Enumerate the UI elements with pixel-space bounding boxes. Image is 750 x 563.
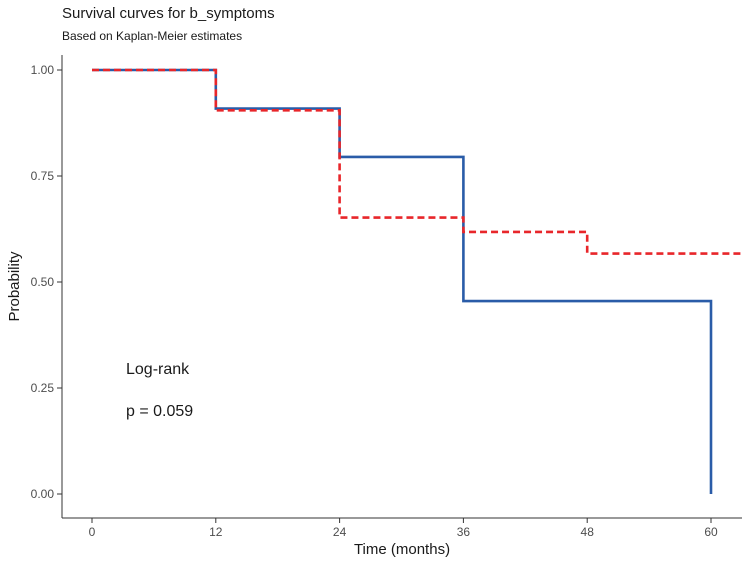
x-tick-label: 12 xyxy=(209,525,223,539)
p-value-label: p = 0.059 xyxy=(126,403,193,420)
y-tick-label: 0.50 xyxy=(31,275,55,289)
logrank-label: Log-rank xyxy=(126,361,190,378)
y-tick-label: 1.00 xyxy=(31,63,55,77)
x-tick-label: 48 xyxy=(581,525,595,539)
y-tick-label: 0.75 xyxy=(31,169,55,183)
chart-subtitle: Based on Kaplan-Meier estimates xyxy=(62,29,243,43)
y-tick-label: 0.25 xyxy=(31,381,55,395)
x-tick-label: 0 xyxy=(89,525,96,539)
y-tick-label: 0.00 xyxy=(31,487,55,501)
x-tick-label: 24 xyxy=(333,525,347,539)
x-tick-label: 36 xyxy=(457,525,471,539)
survival-curve-dashed xyxy=(92,68,742,255)
x-tick-label: 60 xyxy=(704,525,718,539)
survival-curve-solid xyxy=(92,68,713,494)
chart-title: Survival curves for b_symptoms xyxy=(62,5,275,22)
x-axis-title: Time (months) xyxy=(354,541,450,558)
y-axis-title: Probability xyxy=(6,251,23,322)
